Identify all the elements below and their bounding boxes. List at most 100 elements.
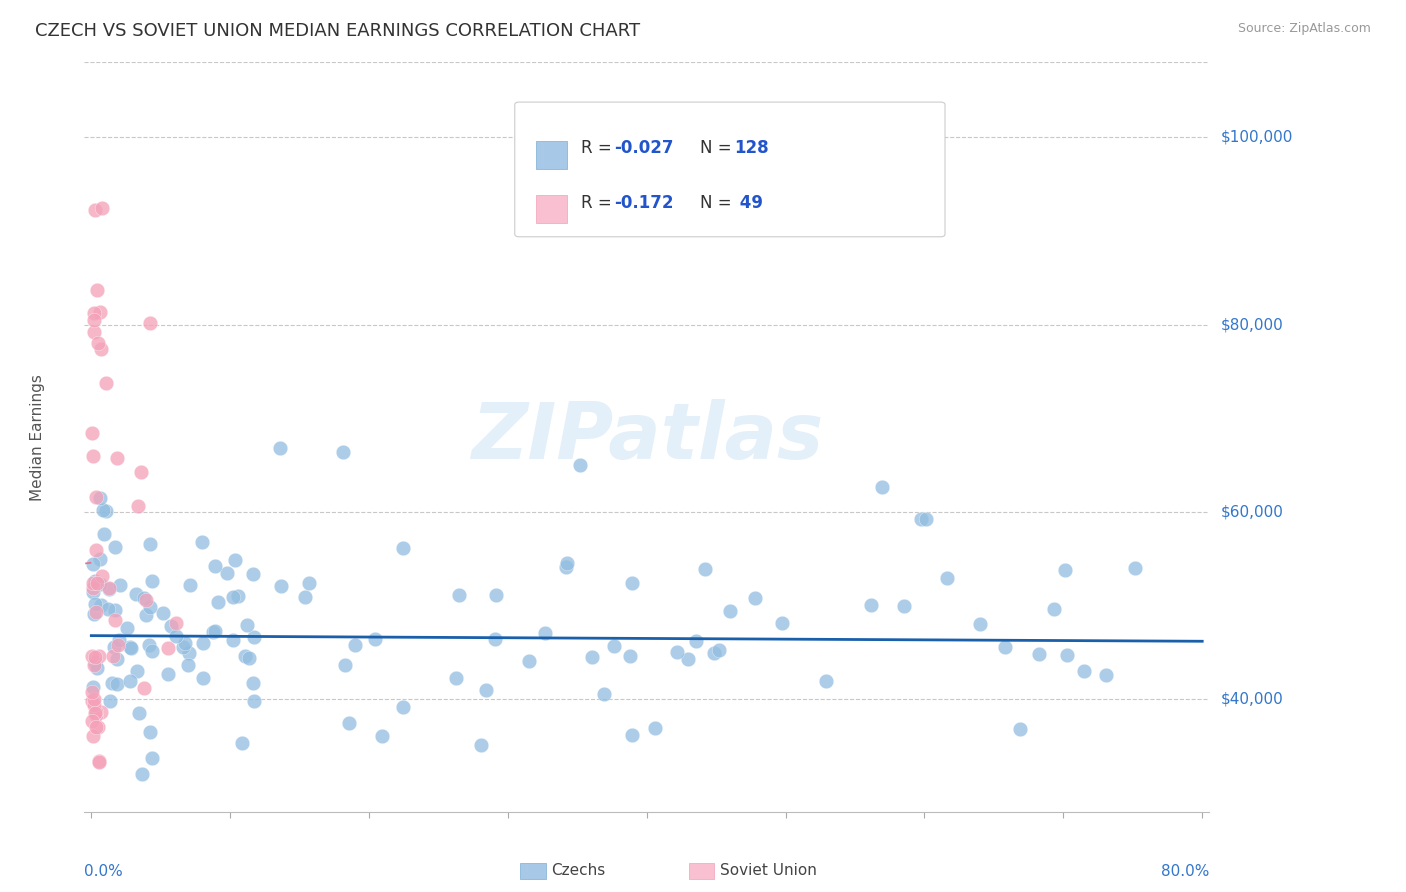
Point [364, 632, 387, 646]
Point [118, 640, 141, 655]
Point [707, 642, 730, 657]
Point [87, 756, 110, 770]
Point [86, 661, 108, 675]
Point [744, 591, 766, 606]
Point [915, 511, 938, 525]
Point [97, 602, 120, 616]
Point [1028, 647, 1050, 661]
Point [98, 693, 121, 707]
Point [84, 705, 107, 719]
Point [91, 201, 114, 215]
Point [83, 325, 105, 339]
Point [298, 575, 321, 590]
Point [132, 591, 155, 606]
Point [1042, 602, 1064, 616]
Point [83, 698, 105, 713]
Point [994, 640, 1017, 654]
Point [82, 576, 104, 591]
Point [105, 450, 128, 465]
Point [82, 680, 104, 694]
Point [665, 645, 688, 659]
Text: ZIPatlas: ZIPatlas [471, 399, 823, 475]
Point [97, 582, 120, 597]
Text: Median Earnings: Median Earnings [30, 374, 45, 500]
Point [141, 574, 163, 589]
Point [120, 640, 142, 655]
Text: Soviet Union: Soviet Union [720, 863, 817, 878]
Point [135, 593, 157, 607]
Point [80, 714, 103, 729]
Point [242, 566, 264, 581]
Point [104, 540, 127, 554]
Point [678, 652, 700, 666]
Point [87, 754, 110, 768]
Point [110, 578, 132, 592]
Point [83, 657, 105, 671]
Point [371, 729, 394, 743]
Point [82, 557, 104, 571]
Point [236, 618, 259, 632]
Text: -0.172: -0.172 [614, 194, 673, 212]
Text: $40,000: $40,000 [1220, 692, 1284, 706]
Point [204, 559, 226, 574]
Point [104, 613, 127, 627]
Point [83, 706, 105, 720]
Point [294, 590, 316, 604]
Text: R =: R = [581, 194, 617, 212]
Point [86, 336, 108, 351]
Point [621, 728, 644, 742]
Point [222, 633, 245, 648]
Point [138, 316, 160, 330]
Point [893, 599, 915, 614]
Point [1125, 561, 1147, 575]
Point [89, 577, 111, 591]
Point [80, 648, 103, 663]
Point [125, 587, 148, 601]
Point [517, 654, 540, 668]
Point [165, 615, 187, 630]
Point [224, 553, 246, 567]
Point [217, 566, 239, 581]
Text: N =: N = [700, 138, 737, 157]
Text: CZECH VS SOVIET UNION MEDIAN EARNINGS CORRELATION CHART: CZECH VS SOVIET UNION MEDIAN EARNINGS CO… [35, 22, 640, 40]
Point [83, 313, 105, 327]
Point [84, 605, 107, 619]
Point [141, 644, 163, 658]
Point [231, 736, 253, 750]
Point [720, 604, 742, 618]
Point [969, 617, 991, 632]
Point [1073, 664, 1095, 678]
Point [132, 681, 155, 696]
Point [118, 673, 141, 688]
Point [1010, 722, 1032, 736]
Point [343, 638, 366, 652]
Point [103, 602, 125, 616]
Point [86, 720, 108, 734]
Point [83, 306, 105, 320]
Point [152, 606, 174, 620]
Point [93, 526, 115, 541]
Point [243, 694, 266, 708]
Text: N =: N = [700, 194, 737, 212]
Text: 128: 128 [734, 138, 769, 157]
Point [139, 724, 162, 739]
Point [201, 624, 224, 639]
Point [172, 640, 194, 654]
Point [156, 640, 179, 655]
Point [770, 616, 793, 631]
Point [619, 648, 641, 663]
Point [83, 649, 105, 664]
Point [1095, 668, 1118, 682]
Point [703, 646, 725, 660]
Point [1054, 564, 1077, 578]
Text: $100,000: $100,000 [1220, 130, 1292, 145]
Point [135, 608, 157, 623]
Point [86, 283, 108, 297]
Point [191, 671, 214, 685]
Point [391, 541, 413, 555]
Point [89, 491, 111, 505]
Point [1056, 648, 1078, 663]
Point [620, 576, 643, 591]
Point [83, 597, 105, 611]
Point [447, 588, 470, 602]
